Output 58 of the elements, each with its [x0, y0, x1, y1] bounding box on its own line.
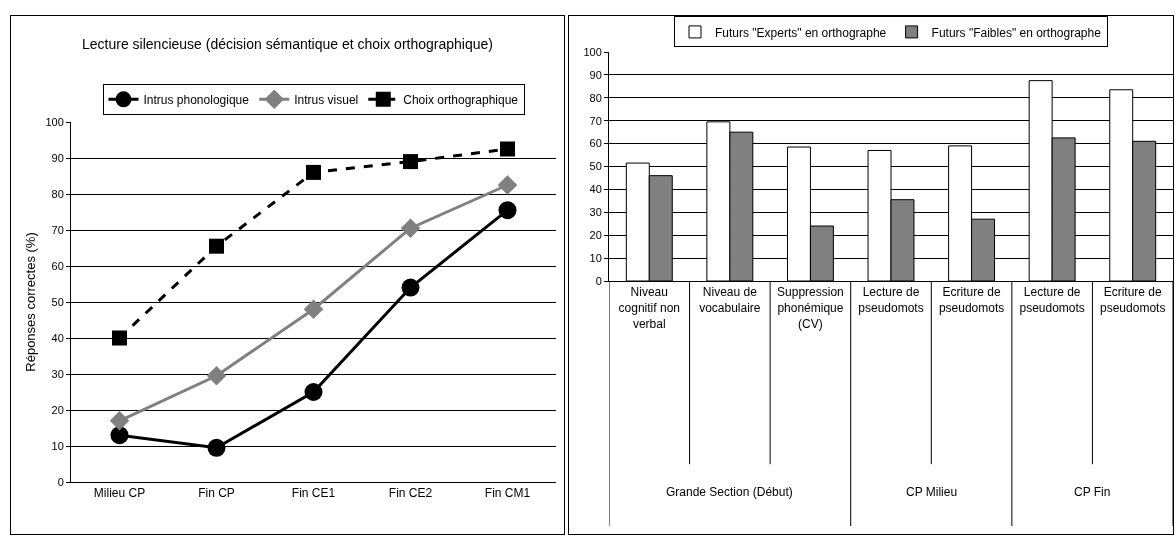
point	[206, 366, 227, 386]
point	[304, 383, 323, 401]
legend-label: Futurs "Experts" en orthographe	[715, 25, 887, 40]
y-tick-label: 60	[589, 137, 602, 150]
point	[207, 438, 226, 457]
point	[403, 154, 418, 170]
text: CP Fin	[1074, 485, 1111, 499]
x-tick-label: Lecture de pseudomots	[1019, 285, 1085, 315]
y-tick-label: 0	[595, 274, 602, 287]
x-tick-label: Fin CM1	[484, 486, 531, 501]
x-tick-label: Fin CP	[198, 486, 235, 501]
y-tick-label: 20	[51, 403, 64, 416]
x-tick-label: Ecriture de pseudomots	[938, 285, 1005, 315]
point	[497, 175, 518, 195]
y-tick-label: 10	[51, 439, 64, 452]
legend-label: Intrus phonologique	[143, 92, 250, 107]
point	[400, 218, 421, 238]
y-tick-label: 100	[45, 115, 64, 128]
x-tick-label: Lecture de pseudomots	[858, 285, 924, 315]
chart-title: Lecture silencieuse (décision sémantique et choix orthographique)	[82, 36, 493, 53]
y-tick-label: 40	[589, 183, 602, 196]
text: CP Milieu	[906, 485, 958, 499]
point	[109, 411, 130, 431]
point	[209, 238, 224, 254]
y-tick-label: 80	[51, 187, 64, 200]
x-tick-label: Suppression phonémique (CV)	[777, 285, 844, 331]
point	[112, 330, 127, 346]
y-tick-label: 70	[51, 223, 64, 236]
y-tick-label: 30	[589, 206, 602, 219]
x-tick-label: Fin CE1	[291, 486, 336, 501]
x-tick-label: Milieu CP	[93, 486, 146, 501]
y-axis-title: Réponses correctes (%)	[23, 232, 38, 372]
x-tick-label: Ecriture de pseudomots	[1100, 285, 1166, 315]
y-tick-label: 100	[583, 45, 602, 58]
y-tick-label: 30	[51, 367, 64, 380]
legend-label: Futurs "Faibles" en orthographe	[931, 25, 1102, 40]
y-tick-label: 70	[589, 114, 602, 127]
y-tick-label: 60	[51, 259, 64, 272]
point	[498, 201, 517, 220]
x-tick-label: Niveau cognitif non verbal	[618, 285, 680, 331]
y-tick-label: 90	[51, 151, 64, 164]
legend-label: Intrus visuel	[294, 92, 359, 107]
y-tick-label: 20	[589, 229, 602, 242]
point	[500, 141, 515, 157]
y-tick-label: 0	[57, 475, 64, 488]
point	[401, 278, 420, 297]
y-tick-label: 40	[51, 331, 64, 344]
point	[303, 299, 324, 319]
point	[306, 164, 321, 180]
y-tick-label: 10	[589, 251, 602, 264]
text: Grande Section (Début)	[666, 485, 793, 499]
x-tick-label: Niveau de vocabulaire	[699, 285, 761, 315]
x-tick-label: Fin CE2	[388, 486, 433, 501]
y-tick-label: 90	[589, 68, 602, 81]
y-tick-label: 50	[589, 160, 602, 173]
y-tick-label: 80	[589, 91, 602, 104]
y-tick-label: 50	[51, 295, 64, 308]
legend-label: Choix orthographique	[403, 92, 519, 107]
